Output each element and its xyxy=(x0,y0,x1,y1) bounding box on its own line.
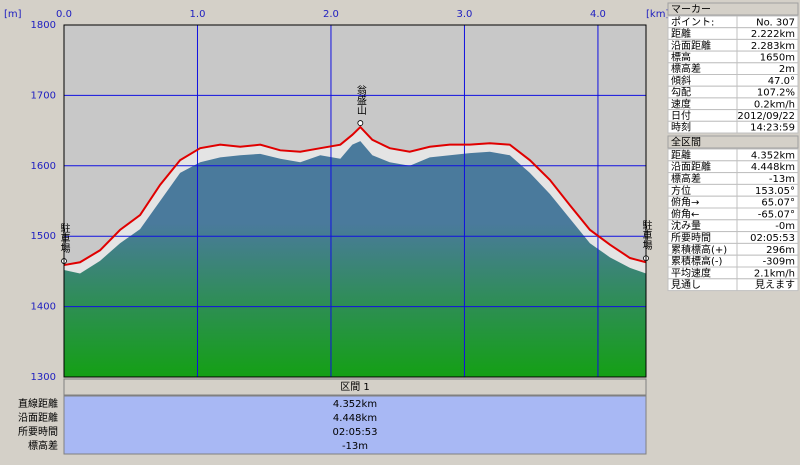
panel-value: 2m xyxy=(779,64,795,75)
annotation-marker xyxy=(357,120,364,126)
section-label: 沿面距離 xyxy=(18,411,58,424)
panel-label: 距離 xyxy=(671,148,691,161)
y-tick-label: 1400 xyxy=(31,302,56,313)
panel-label: 沈み量 xyxy=(671,219,701,232)
panel-title: 全区間 xyxy=(671,136,701,149)
panel-row xyxy=(667,278,799,292)
panel-label: 累積標高(+) xyxy=(671,243,727,256)
panel-value: 02:05:53 xyxy=(750,233,795,244)
x-tick-label: 4.0 xyxy=(590,9,606,20)
panel-value: 2.283km xyxy=(751,41,795,52)
panel-value: -309m xyxy=(763,257,795,268)
panel-value: 296m xyxy=(766,245,795,256)
panel-label: 標高 xyxy=(671,50,691,63)
x-tick-label: 2.0 xyxy=(323,9,339,20)
section-label: 所要時間 xyxy=(18,426,58,438)
y-tick-label: 1700 xyxy=(31,90,56,101)
y-tick-label: 1800 xyxy=(31,20,56,31)
y-tick-label: 1300 xyxy=(31,372,56,383)
panel-value: 0.2km/h xyxy=(754,99,795,110)
panel-label: 平均速度 xyxy=(671,266,711,279)
panel-label: 勾配 xyxy=(671,86,691,99)
panel-header xyxy=(667,2,799,16)
section-value: 02:05:53 xyxy=(333,427,378,438)
annotation: 翁盛山 xyxy=(354,84,366,115)
panel-label: 見通し xyxy=(671,279,701,291)
panel-label: 距離 xyxy=(671,27,691,40)
panel-value: 4.448km xyxy=(751,162,795,173)
panel-value: No. 307 xyxy=(756,17,795,28)
panel-title: マーカー xyxy=(671,4,711,16)
panel-value: 4.352km xyxy=(751,150,795,161)
panel-value: 107.2% xyxy=(757,88,795,99)
panel-label: 傾斜 xyxy=(671,74,691,87)
panel-label: 沿面距離 xyxy=(671,160,711,173)
panel-label: 速度 xyxy=(671,97,691,110)
panel-row xyxy=(667,120,799,134)
plot-border xyxy=(63,24,647,378)
x-tick-label: 0.0 xyxy=(56,9,72,20)
panel-value: 1650m xyxy=(760,52,795,63)
panel-value: 14:23:59 xyxy=(750,123,795,134)
panel-value: -65.07° xyxy=(758,209,795,220)
panel-header xyxy=(667,135,799,149)
panel-label: ポイント: xyxy=(671,16,714,28)
y-unit: [m] xyxy=(4,9,22,20)
panel-label: 日付 xyxy=(671,109,691,122)
x-tick-label: 3.0 xyxy=(457,9,473,20)
panel-value: 2.1km/h xyxy=(754,268,795,279)
section-value: -13m xyxy=(342,441,368,452)
y-tick-label: 1600 xyxy=(31,161,56,172)
panel-label: 所要時間 xyxy=(671,232,711,244)
route-line xyxy=(63,125,647,267)
panel-label: 俯角→ xyxy=(671,196,699,209)
x-unit: [km] xyxy=(646,9,669,20)
panel-value: -13m xyxy=(769,174,795,185)
panel-value: 見えます xyxy=(755,279,795,291)
panel-label: 時刻 xyxy=(671,121,691,134)
x-tick-label: 1.0 xyxy=(190,9,206,20)
panel-value: 2.222km xyxy=(751,29,795,40)
panel-label: 俯角← xyxy=(671,207,699,220)
section-label: 直線距離 xyxy=(18,397,58,410)
y-tick-label: 1500 xyxy=(31,231,56,242)
section-label: 標高差 xyxy=(28,439,58,452)
section-title: 区間 1 xyxy=(340,381,370,393)
panel-label: 沿面距離 xyxy=(671,39,711,52)
section-value: 4.352km xyxy=(333,399,377,410)
section-header xyxy=(63,378,647,396)
section-body xyxy=(63,395,647,455)
terrain-area xyxy=(64,141,646,377)
panel-value: 65.07° xyxy=(761,198,795,209)
panel-label: 方位 xyxy=(671,184,691,197)
panel-label: 標高差 xyxy=(671,172,701,185)
panel-value: 2012/09/22 xyxy=(737,111,795,122)
panel-value: -0m xyxy=(775,221,795,232)
section-value: 4.448km xyxy=(333,413,377,424)
panel-value: 153.05° xyxy=(755,186,795,197)
panel-label: 累積標高(-) xyxy=(671,255,723,268)
panel-value: 47.0° xyxy=(768,76,795,87)
panel-label: 標高差 xyxy=(671,62,701,75)
